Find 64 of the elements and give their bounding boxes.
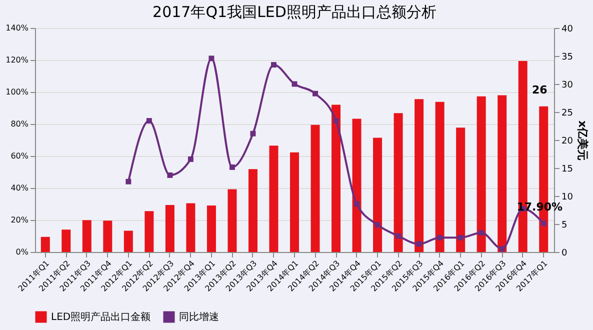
data-label: 26: [532, 83, 548, 96]
y2-tick-label: 25: [562, 108, 573, 118]
bar: [103, 220, 112, 252]
bar: [414, 99, 424, 252]
bar: [228, 189, 237, 252]
y2-tick-label: 10: [562, 192, 574, 202]
y2-tick-label: 5: [562, 220, 568, 230]
bar: [62, 230, 71, 252]
bar: [82, 220, 92, 252]
y2-tick-label: 30: [562, 80, 574, 90]
point: [126, 178, 132, 184]
bar: [186, 203, 196, 252]
bar: [332, 104, 341, 252]
y2-tick-label: 40: [562, 24, 574, 34]
point: [208, 56, 214, 62]
point: [333, 118, 339, 124]
bar: [40, 236, 50, 252]
legend-label: LED照明产品出口金额: [51, 311, 151, 323]
point: [499, 246, 505, 252]
y2-tick-label: 20: [562, 136, 574, 146]
legend-label: 同比增速: [179, 311, 219, 323]
point: [146, 118, 152, 124]
point: [312, 90, 318, 96]
y2-tick-label: 15: [562, 164, 573, 174]
bar: [124, 230, 133, 252]
bar: [206, 206, 216, 252]
point: [354, 201, 360, 207]
y-tick-label: 100%: [6, 88, 29, 96]
point: [271, 62, 276, 68]
y-tick-label: 140%: [6, 24, 29, 32]
point: [167, 172, 173, 178]
bar: [269, 146, 278, 252]
y-tick-label: 40%: [10, 184, 29, 192]
y-tick-label: 80%: [10, 120, 29, 128]
point: [478, 230, 484, 236]
point: [229, 164, 235, 170]
point: [250, 130, 256, 136]
bar: [310, 124, 320, 252]
bar: [435, 102, 444, 252]
bar: [165, 204, 174, 252]
y2-tick-label: 35: [562, 52, 573, 62]
y-tick-label: 0%: [16, 248, 29, 256]
point: [458, 234, 464, 240]
bar: [352, 118, 362, 252]
point: [437, 234, 443, 240]
y2-tick-label: 0: [562, 248, 568, 258]
point: [540, 220, 546, 226]
bar: [476, 96, 486, 252]
point: [374, 222, 380, 228]
point: [396, 233, 402, 239]
chart-title: 2017年Q1我国LED照明产品出口总额分析: [152, 3, 436, 21]
y-tick-label: 60%: [10, 152, 29, 160]
bar: [290, 152, 299, 252]
bar: [373, 138, 382, 252]
bar: [144, 211, 154, 252]
y2-axis-title: x亿美元: [576, 120, 589, 161]
bar: [498, 95, 507, 252]
bar: [456, 128, 466, 252]
bar: [248, 169, 258, 252]
y-tick-label: 120%: [6, 56, 29, 64]
point: [188, 156, 194, 162]
y-tick-label: 20%: [10, 216, 29, 224]
point: [416, 241, 422, 247]
bar: [394, 113, 403, 252]
